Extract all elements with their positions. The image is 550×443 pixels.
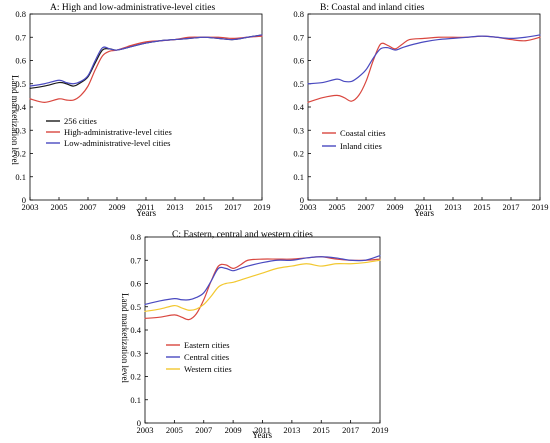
y-tick-label: 0.2 bbox=[130, 372, 141, 382]
series-line-low-administrative-level-cities bbox=[29, 34, 263, 87]
plot-frame bbox=[144, 236, 381, 424]
y-tick-label: 0.2 bbox=[15, 149, 26, 159]
x-tick-label: 2015 bbox=[313, 425, 330, 435]
x-tick-label: 2005 bbox=[51, 202, 68, 212]
y-tick-label: 0.3 bbox=[293, 125, 304, 135]
y-tick-label: 0.3 bbox=[130, 348, 141, 358]
x-tick-label: 2019 bbox=[254, 202, 271, 212]
x-tick-label: 2017 bbox=[503, 202, 520, 212]
x-tick-label: 2011 bbox=[416, 202, 433, 212]
x-tick-label: 2013 bbox=[167, 202, 184, 212]
y-tick-label: 0.5 bbox=[293, 79, 304, 89]
x-tick-label: 2013 bbox=[283, 425, 300, 435]
y-tick-label: 0.5 bbox=[15, 79, 26, 89]
x-tick-label: 2009 bbox=[109, 202, 126, 212]
series-line-eastern-cities bbox=[144, 256, 381, 321]
panel-a: A: High and low-administrative-level cit… bbox=[10, 3, 271, 218]
y-tick-label: 0.7 bbox=[293, 32, 304, 42]
panel-c-x-axis-title: Years bbox=[252, 430, 273, 440]
series-line-high-administrative-level-cities bbox=[29, 35, 263, 103]
x-tick-label: 2015 bbox=[196, 202, 213, 212]
y-tick-label: 0.1 bbox=[130, 395, 141, 405]
series-line-central-cities bbox=[144, 255, 381, 306]
x-tick-label: 2019 bbox=[372, 425, 389, 435]
panel-a-title: A: High and low-administrative-level cit… bbox=[50, 3, 215, 13]
y-tick-label: 0 bbox=[137, 418, 141, 428]
y-tick-label: 0 bbox=[300, 195, 304, 205]
x-tick-label: 2003 bbox=[300, 202, 317, 212]
x-tick-label: 2005 bbox=[329, 202, 346, 212]
x-tick-label: 2007 bbox=[358, 202, 375, 212]
y-tick-label: 0.5 bbox=[130, 302, 141, 312]
x-tick-label: 2007 bbox=[80, 202, 97, 212]
y-tick-label: 0.8 bbox=[15, 9, 26, 19]
panel-b-legend: Coastal cities Inland cities bbox=[322, 128, 386, 151]
series-line-western-cities bbox=[144, 259, 381, 312]
panel-a-y-axis-title: Land marketization level bbox=[10, 75, 20, 165]
x-tick-label: 2017 bbox=[225, 202, 242, 212]
series-line-coastal-cities bbox=[307, 35, 541, 103]
y-tick-label: 0.8 bbox=[130, 232, 141, 242]
legend-label: Western cities bbox=[184, 364, 232, 374]
panel-a-axes: 0 0.1 0.2 0.3 0.4 0.5 0.6 0.7 0.8 2003 2005 2007 200… bbox=[15, 9, 270, 212]
x-tick-label: 2007 bbox=[195, 425, 212, 435]
x-tick-label: 2013 bbox=[445, 202, 462, 212]
y-tick-label: 0 bbox=[22, 195, 26, 205]
legend-label: Eastern cities bbox=[184, 340, 230, 350]
legend-label: Central cities bbox=[184, 352, 229, 362]
panel-b-title: B: Coastal and inland cities bbox=[320, 3, 425, 13]
legend-label: High-administrative-level cities bbox=[64, 127, 172, 137]
y-tick-label: 0.6 bbox=[15, 56, 26, 66]
y-tick-label: 0.2 bbox=[293, 149, 304, 159]
panel-a-series bbox=[29, 34, 263, 103]
x-tick-label: 2003 bbox=[137, 425, 154, 435]
y-tick-label: 0.1 bbox=[293, 172, 304, 182]
x-tick-label: 2019 bbox=[532, 202, 549, 212]
x-tick-label: 2011 bbox=[138, 202, 155, 212]
y-tick-label: 0.7 bbox=[15, 32, 26, 42]
panel-b-axes: 0 0.1 0.2 0.3 0.4 0.5 0.6 0.7 0.8 2003 2005 2007 200… bbox=[293, 9, 548, 212]
y-tick-label: 0.8 bbox=[293, 9, 304, 19]
panel-b-series bbox=[307, 34, 541, 103]
x-tick-label: 2005 bbox=[166, 425, 183, 435]
panel-c-legend: Eastern cities Central cities Western citi… bbox=[166, 340, 232, 374]
x-tick-label: 2011 bbox=[254, 425, 271, 435]
y-tick-label: 0.4 bbox=[130, 325, 141, 335]
legend-label: Inland cities bbox=[340, 141, 382, 151]
panel-b: B: Coastal and inland cities Years 00.10… bbox=[293, 3, 548, 218]
y-tick-label: 0.1 bbox=[15, 172, 26, 182]
x-tick-label: 2009 bbox=[225, 425, 242, 435]
legend-label: Coastal cities bbox=[340, 128, 386, 138]
panel-b-x-axis-title: Years bbox=[414, 208, 435, 218]
y-tick-label: 0.3 bbox=[15, 125, 26, 135]
panel-c: C: Eastern, central and western cities L… bbox=[120, 230, 389, 440]
legend-label: Low-administrative-level cities bbox=[64, 138, 170, 148]
y-tick-label: 0.6 bbox=[293, 56, 304, 66]
panel-c-title: C: Eastern, central and western cities bbox=[172, 230, 313, 240]
panel-c-axes: 0 0.1 0.2 0.3 0.4 0.5 0.6 0.7 0.8 2003 2005 2007 200… bbox=[130, 232, 388, 435]
y-tick-label: 0.4 bbox=[293, 102, 304, 112]
series-line-inland-cities bbox=[307, 34, 541, 85]
x-tick-label: 2015 bbox=[474, 202, 491, 212]
panel-c-y-axis-title: Land marketization level bbox=[120, 293, 130, 383]
y-tick-label: 0.7 bbox=[130, 255, 141, 265]
panel-c-series bbox=[144, 255, 381, 321]
y-tick-label: 0.4 bbox=[15, 102, 26, 112]
legend-label: 256 cities bbox=[64, 116, 97, 126]
x-tick-label: 2009 bbox=[387, 202, 404, 212]
x-tick-label: 2003 bbox=[22, 202, 39, 212]
y-tick-label: 0.6 bbox=[130, 279, 141, 289]
panel-a-x-axis-title: Years bbox=[136, 208, 157, 218]
x-tick-label: 2017 bbox=[342, 425, 359, 435]
